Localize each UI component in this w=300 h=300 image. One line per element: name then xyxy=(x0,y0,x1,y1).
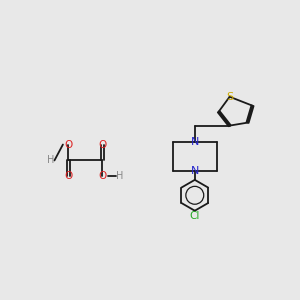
Text: Cl: Cl xyxy=(190,211,200,221)
Text: S: S xyxy=(226,92,233,102)
Text: H: H xyxy=(116,171,124,182)
Text: N: N xyxy=(190,136,199,146)
Text: O: O xyxy=(98,171,106,182)
Text: N: N xyxy=(190,167,199,176)
Text: O: O xyxy=(98,140,106,149)
Text: O: O xyxy=(64,171,73,182)
Text: O: O xyxy=(64,140,73,149)
Text: H: H xyxy=(47,155,54,166)
